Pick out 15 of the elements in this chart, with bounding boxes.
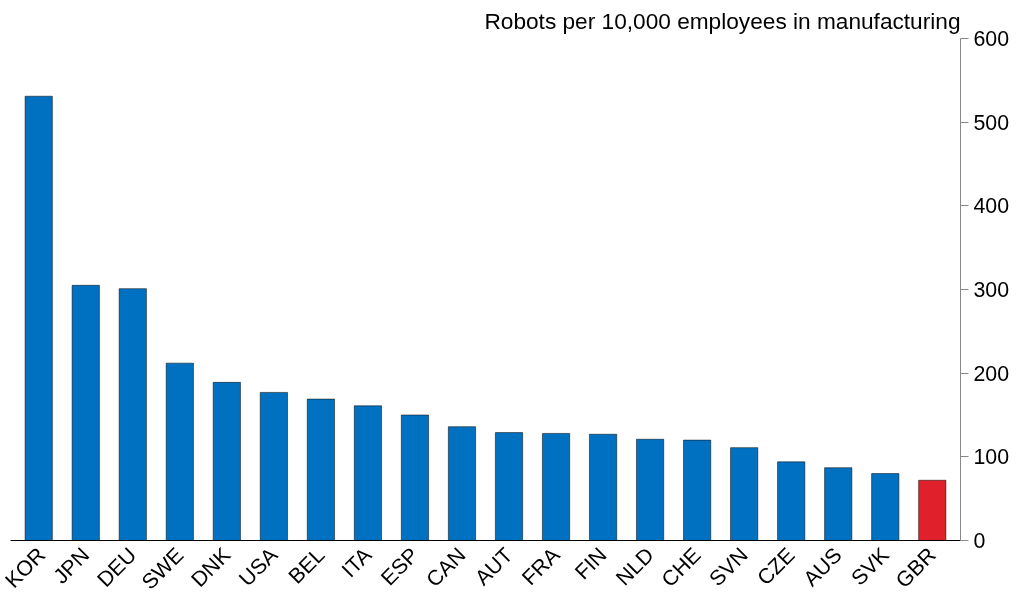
x-tick-label: CZE <box>752 543 800 591</box>
y-tick-label: 600 <box>973 27 1010 51</box>
x-tick-label: NLD <box>611 543 659 591</box>
x-tick-label: BEL <box>283 542 330 589</box>
x-tick-label: USA <box>234 542 283 591</box>
y-tick-label: 500 <box>973 110 1010 135</box>
y-tick-label: 300 <box>973 278 1010 302</box>
x-tick-label: ITA <box>337 542 377 583</box>
y-tick-label: 0 <box>973 529 986 553</box>
y-tick-label: 400 <box>973 194 1010 219</box>
x-tick-label: FIN <box>570 543 612 585</box>
y-tick-label: 200 <box>973 361 1010 386</box>
x-tick-label: FRA <box>517 542 566 591</box>
chart-title: Robots per 10,000 employees in manufacturing <box>484 7 961 34</box>
y-tick-label: 100 <box>973 445 1010 470</box>
